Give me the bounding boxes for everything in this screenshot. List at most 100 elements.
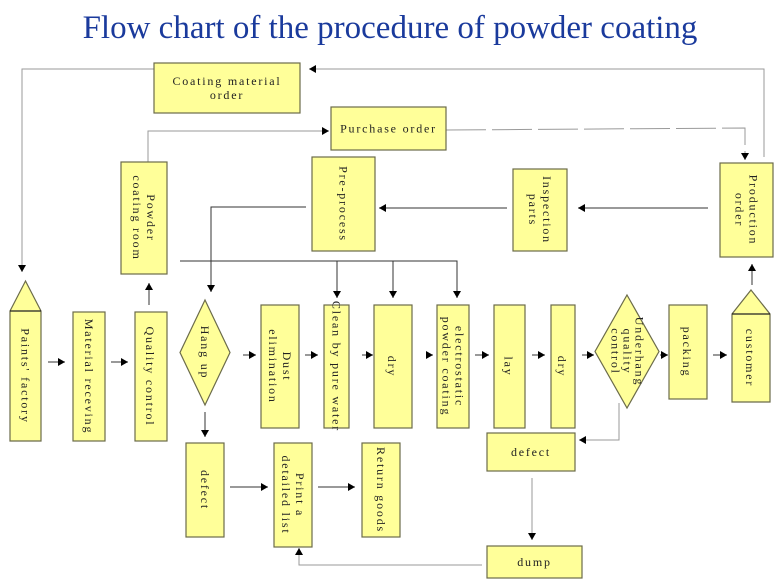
node-label: customer [743,329,757,387]
diagram-title: Flow chart of the procedure of powder co… [82,10,698,46]
node-label: Clean by pure water [330,301,344,432]
node-powder-coating-room: Powdercoating room [120,161,168,275]
process-box [330,106,447,151]
process-box [185,442,225,538]
node-label-line: Production [746,175,760,246]
node-print-detailed-list: Print adetailed list [273,442,313,548]
node-label: Pre-process [336,166,350,242]
node-quality-control: Quality control [134,311,168,442]
node-label-line: Quality control [143,327,157,427]
arrowhead-icon [309,65,316,73]
arrowhead-icon [311,351,318,359]
node-paints-factory: Paints' factory [9,279,42,442]
node-dust-elimination: Dustelimination [260,304,300,429]
node-label: Purchase order [340,122,437,136]
arrowhead-icon [121,358,128,366]
node-label-line: customer [743,329,757,387]
node-material-receving: Material receving [72,311,106,442]
process-box [512,168,568,252]
arrowhead-icon [58,358,65,366]
arrowhead-icon [587,351,594,359]
node-defect-right: defect [486,432,576,472]
process-box [120,161,168,275]
node-electrostatic-powder-coating: electrostaticpowder coating [436,304,470,429]
connector-line [298,548,482,566]
connector-line [147,130,329,162]
process-box [134,311,168,442]
process-box [486,432,576,472]
arrowhead-icon [18,265,26,272]
decision-diamond [594,293,660,410]
process-box [273,442,313,548]
node-label-line: quality [621,329,635,375]
node-label-line: dump [517,555,552,569]
node-label: Inspectionparts [526,176,554,244]
node-label: Return goods [374,447,388,533]
node-coating-material-order: Coating material order [153,62,301,114]
node-label: lay [501,356,515,376]
node-packing: packing [668,304,708,400]
node-label-line: Return goods [374,447,388,533]
process-box [361,442,401,538]
arrowhead-icon [748,264,756,271]
arrowhead-icon [741,153,749,160]
node-label: Print adetailed list [279,455,307,534]
node-dry-1: dry [373,304,413,429]
arrowhead-icon [366,351,373,359]
node-label-line: order [210,88,244,102]
process-box [436,304,470,429]
arrowhead-icon [201,430,209,437]
node-label-line: Inspection [540,176,554,244]
process-box [550,304,576,429]
process-box [72,311,106,442]
node-hang-up: Hang up [179,298,231,407]
arrowhead-icon [145,283,153,290]
process-box [668,304,708,400]
node-label: dry [555,356,569,377]
arrowhead-icon [333,291,341,298]
node-label-line: Print a [293,473,307,517]
node-inspection-parts: Inspectionparts [512,168,568,252]
arrowhead-icon [322,127,329,135]
connector-line [445,127,746,160]
node-label-line: coating room [130,175,144,260]
node-underhang-quality-control: Underhangqualitycontrol [594,293,660,410]
node-defect-left: defect [185,442,225,538]
node-label-line: parts [526,194,540,226]
node-label-line: control [609,328,623,375]
node-label-line: Material receving [82,319,96,435]
node-label: Underhangqualitycontrol [609,317,647,387]
connector-line [309,68,765,157]
arrowhead-icon [538,351,545,359]
node-label: packing [680,327,694,378]
node-return-goods: Return goods [361,442,401,538]
arrowhead-icon [661,351,668,359]
node-label: Dustelimination [266,329,294,403]
arrowhead-icon [295,548,303,555]
arrowhead-icon [261,483,268,491]
connector-line [579,403,620,441]
node-purchase-order: Purchase order [330,106,447,151]
arrowhead-icon [249,351,256,359]
decision-diamond [179,298,231,407]
node-label-line: order [732,193,746,227]
process-box [486,545,583,579]
node-label: Productionorder [732,175,760,246]
node-label-line: Clean by pure water [330,301,344,432]
node-label-line: Underhang [633,317,647,387]
node-label-line: Purchase order [340,122,437,136]
arrowhead-icon [579,436,586,444]
node-label: Hang up [198,326,212,380]
process-box [323,304,350,429]
arrowhead-icon [426,351,433,359]
node-label: dry [385,356,399,377]
process-box [719,162,774,258]
terminal-pentagon [9,279,42,442]
node-label: Paints' factory [18,328,32,423]
arrowhead-icon [389,291,397,298]
node-label-line: electrostatic [453,326,467,407]
process-box [153,62,301,114]
node-label-line: Dust [280,352,294,382]
arrowhead-icon [348,483,355,491]
